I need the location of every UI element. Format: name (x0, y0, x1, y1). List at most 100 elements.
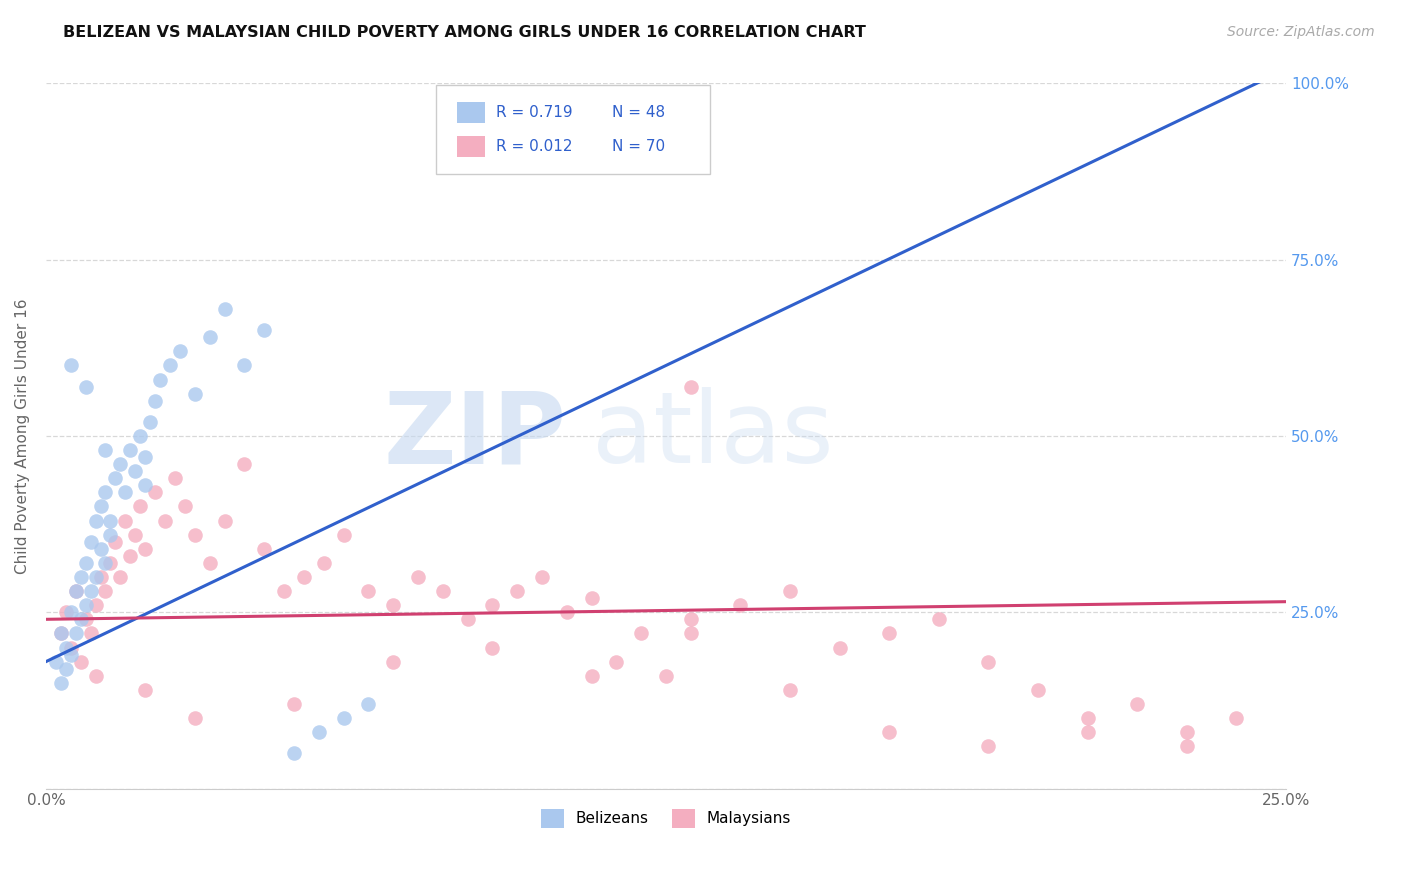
Point (1077, 725, 1099, 739)
Point (581, 591, 603, 606)
Point (630, 626, 652, 640)
Point (481, 598, 503, 612)
Point (928, 612, 950, 626)
Point (114, 514, 136, 528)
Point (432, 584, 454, 599)
Legend: Belizeans, Malaysians: Belizeans, Malaysians (534, 803, 797, 834)
Point (877, 725, 900, 739)
Point (679, 612, 702, 626)
Point (59, 640, 82, 655)
Point (1175, 739, 1198, 754)
Point (779, 584, 801, 599)
Point (134, 541, 156, 556)
Point (55, 662, 77, 676)
Point (100, 556, 122, 570)
Point (292, 570, 315, 584)
Point (184, 386, 207, 401)
Point (1225, 711, 1247, 725)
Point (104, 534, 127, 549)
Point (49, 675, 72, 690)
Point (84, 514, 107, 528)
Point (75, 598, 97, 612)
Point (129, 500, 152, 514)
Point (65, 584, 87, 599)
Point (406, 570, 429, 584)
Point (977, 739, 1000, 754)
Text: N = 48: N = 48 (612, 105, 665, 120)
Text: R = 0.012: R = 0.012 (496, 139, 572, 153)
Point (184, 711, 207, 725)
Point (382, 598, 405, 612)
Point (481, 640, 503, 655)
Point (184, 527, 207, 541)
Point (555, 605, 578, 619)
Text: BELIZEAN VS MALAYSIAN CHILD POVERTY AMONG GIRLS UNDER 16 CORRELATION CHART: BELIZEAN VS MALAYSIAN CHILD POVERTY AMON… (63, 25, 866, 40)
Point (59, 605, 82, 619)
Point (308, 725, 330, 739)
Point (100, 527, 122, 541)
Y-axis label: Child Poverty Among Girls Under 16: Child Poverty Among Girls Under 16 (15, 298, 30, 574)
Point (1126, 697, 1149, 711)
Point (129, 429, 152, 443)
Point (233, 359, 256, 373)
Point (49, 626, 72, 640)
Point (120, 443, 142, 458)
Point (110, 570, 132, 584)
Point (90, 500, 112, 514)
Point (273, 584, 295, 599)
Point (69, 570, 91, 584)
Point (1026, 682, 1049, 697)
Point (94, 584, 117, 599)
Text: atlas: atlas (592, 387, 834, 484)
Point (94, 443, 117, 458)
Point (253, 541, 276, 556)
Point (149, 373, 172, 387)
Point (605, 655, 627, 669)
Point (139, 415, 162, 429)
Point (283, 697, 305, 711)
Text: N = 70: N = 70 (612, 139, 665, 153)
Point (332, 527, 354, 541)
Point (94, 556, 117, 570)
Point (69, 655, 91, 669)
Point (730, 598, 752, 612)
Point (65, 626, 87, 640)
Point (90, 570, 112, 584)
Point (55, 640, 77, 655)
Point (828, 640, 851, 655)
Point (84, 669, 107, 683)
Point (94, 485, 117, 500)
Point (55, 605, 77, 619)
Point (159, 359, 181, 373)
Text: Source: ZipAtlas.com: Source: ZipAtlas.com (1227, 25, 1375, 39)
Point (332, 711, 354, 725)
Point (312, 556, 335, 570)
Point (1175, 725, 1198, 739)
Point (214, 301, 236, 316)
Text: ZIP: ZIP (384, 387, 567, 484)
Point (357, 697, 380, 711)
Point (143, 393, 166, 408)
Point (153, 514, 176, 528)
Point (75, 556, 97, 570)
Point (79, 534, 101, 549)
Point (90, 541, 112, 556)
Point (120, 549, 142, 563)
Point (283, 746, 305, 760)
Point (65, 584, 87, 599)
Point (49, 626, 72, 640)
Point (1077, 711, 1099, 725)
Point (214, 514, 236, 528)
Point (75, 379, 97, 393)
Point (679, 626, 702, 640)
Point (581, 669, 603, 683)
Point (79, 626, 101, 640)
Point (69, 612, 91, 626)
Point (45, 655, 67, 669)
Point (134, 450, 156, 464)
Point (100, 514, 122, 528)
Point (59, 648, 82, 662)
Point (779, 682, 801, 697)
Point (198, 556, 221, 570)
Point (79, 584, 101, 599)
